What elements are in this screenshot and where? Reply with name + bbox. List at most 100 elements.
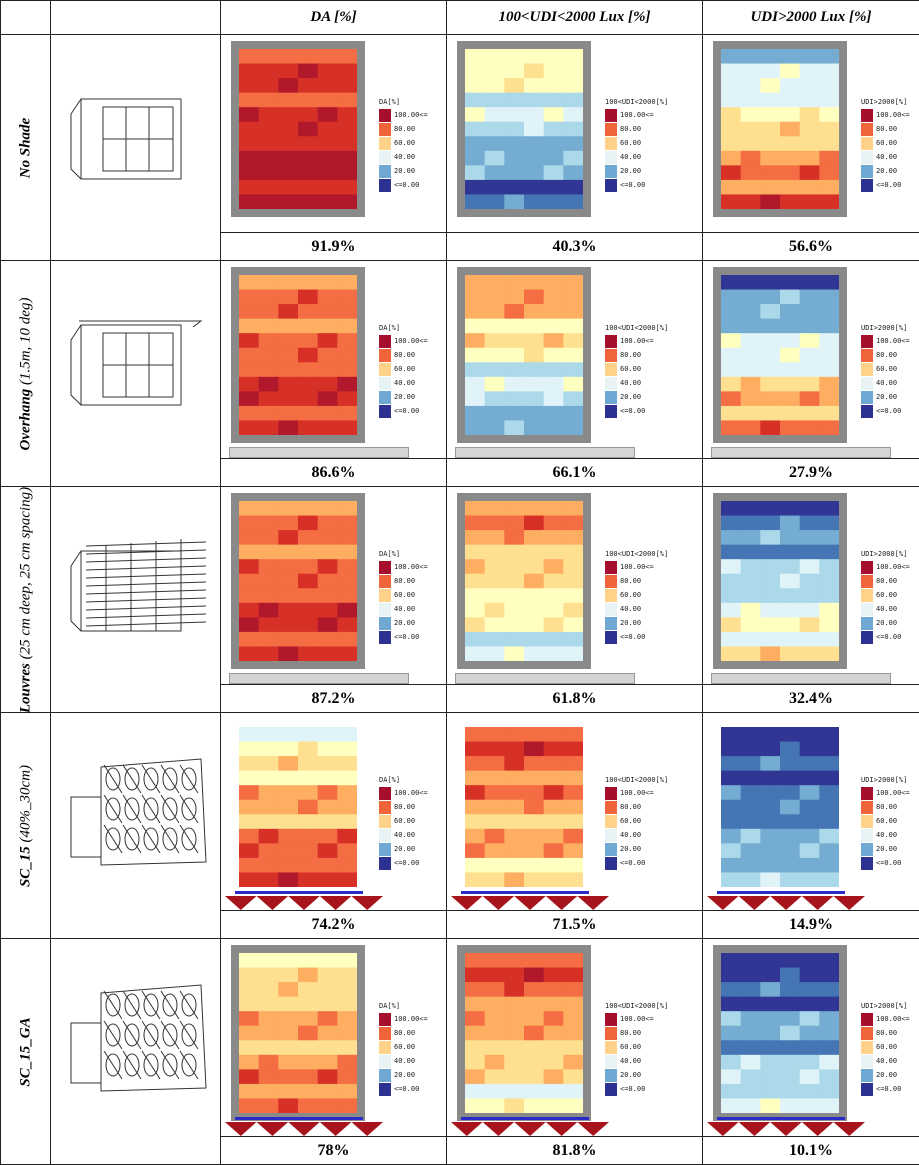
heatmap-cell [721, 982, 741, 997]
heatmap-cell [278, 319, 298, 334]
heatmap-cell [563, 968, 583, 983]
heatmap-cell [544, 333, 564, 348]
scenario-label: SC_15 (40%_30cm) [17, 764, 34, 886]
legend-swatch [379, 1041, 391, 1054]
heatmap-cell [485, 1069, 505, 1084]
heatmap-cell [780, 1098, 800, 1113]
heatmap-cell [563, 64, 583, 79]
heatmap-cell [760, 632, 780, 647]
metric-value: 66.1% [447, 459, 703, 487]
heatmap-cell [544, 304, 564, 319]
legend-title: 100<UDI<2000[%] [605, 1003, 668, 1010]
heatmap-cell [819, 872, 839, 887]
heatmap-cell [741, 617, 761, 632]
header-udi-mid: 100<UDI<2000 Lux [%] [447, 1, 703, 35]
heatmap-cell [760, 727, 780, 742]
heatmap-cell [337, 420, 357, 435]
heatmap-cell [760, 574, 780, 589]
heatmap-cell [504, 858, 524, 873]
legend-swatch [605, 1055, 617, 1068]
shading-sketch-icon [61, 737, 211, 887]
legend-swatch [861, 857, 873, 870]
heatmap-cell [760, 501, 780, 516]
legend-title: DA[%] [379, 551, 400, 558]
heatmap-cell [721, 501, 741, 516]
heatmap-cell [337, 516, 357, 531]
heatmap-cell [721, 333, 741, 348]
heatmap-cell [318, 872, 338, 887]
heatmap-cell [337, 78, 357, 93]
heatmap-cell [337, 771, 357, 786]
heatmap-cell [819, 530, 839, 545]
heatmap-cell [485, 545, 505, 560]
legend-level: 60.00 [394, 1044, 415, 1051]
heatmap-cell [780, 968, 800, 983]
shading-sketch-icon [61, 59, 211, 209]
heatmap-cell [318, 1011, 338, 1026]
heatmap-cell [298, 1098, 318, 1113]
legend-title: UDI>2000[%] [861, 325, 907, 332]
heatmap-cell [485, 800, 505, 815]
legend-swatch [861, 617, 873, 630]
heatmap-cell [504, 304, 524, 319]
heatmap-cell [504, 829, 524, 844]
heatmap-cell [524, 165, 544, 180]
heatmap-cell [485, 968, 505, 983]
heatmap-cell [504, 1098, 524, 1113]
heatmap-cell [544, 1084, 564, 1099]
legend-swatch [605, 1069, 617, 1082]
heatmap-cell [524, 391, 544, 406]
heatmap-cell [239, 953, 259, 968]
heatmap-cell [741, 406, 761, 421]
scenario-row: Louvres (25 cm deep, 25 cm spacing)DA[%]… [1, 487, 919, 685]
legend-level: 40.00 [876, 380, 897, 387]
heatmap-cell [800, 1055, 820, 1070]
heatmap-cell [819, 49, 839, 64]
heatmap-cell [318, 800, 338, 815]
heatmap-cell [563, 377, 583, 392]
heatmap-cell [318, 420, 338, 435]
heatmap-cell [465, 982, 485, 997]
heatmap-cell [819, 1084, 839, 1099]
heatmap-cell [318, 377, 338, 392]
heatmap-cell [780, 545, 800, 560]
heatmap-cell [800, 420, 820, 435]
heatmap-cell [800, 843, 820, 858]
heatmap-cell [485, 304, 505, 319]
heatmap-cell [800, 391, 820, 406]
heatmap-cell [819, 545, 839, 560]
heatmap-cell [298, 180, 318, 195]
heatmap-cell [800, 151, 820, 166]
legend-swatch [861, 377, 873, 390]
heatmap-cell [318, 742, 338, 757]
legend-level: 80.00 [876, 1030, 897, 1037]
legend-title: DA[%] [379, 325, 400, 332]
heatmap-cell [239, 406, 259, 421]
legend-level: <=0.00 [394, 860, 419, 867]
heatmap-cell [741, 304, 761, 319]
ground-plane [455, 673, 635, 684]
heatmap-cell [563, 165, 583, 180]
heatmap-cell [524, 559, 544, 574]
heatmap-cell [259, 742, 279, 757]
heatmap-cell [259, 756, 279, 771]
heatmap-cell [721, 180, 741, 195]
heatmap-cell [485, 982, 505, 997]
heatmap-cell [465, 151, 485, 166]
legend-level: 60.00 [620, 818, 641, 825]
heatmap-cell [504, 391, 524, 406]
legend-swatch [379, 137, 391, 150]
heatmap-cell [800, 559, 820, 574]
heatmap-cell [485, 122, 505, 137]
heatmap-cell [800, 49, 820, 64]
heatmap-cell [504, 406, 524, 421]
heatmap-cell [337, 151, 357, 166]
legend-level: 100.00<= [394, 112, 428, 119]
heatmap-cell [800, 501, 820, 516]
heatmap-cell [465, 1069, 485, 1084]
heatmap-cell [485, 646, 505, 661]
legend-level: 100.00<= [876, 790, 910, 797]
heatmap-cell [524, 632, 544, 647]
